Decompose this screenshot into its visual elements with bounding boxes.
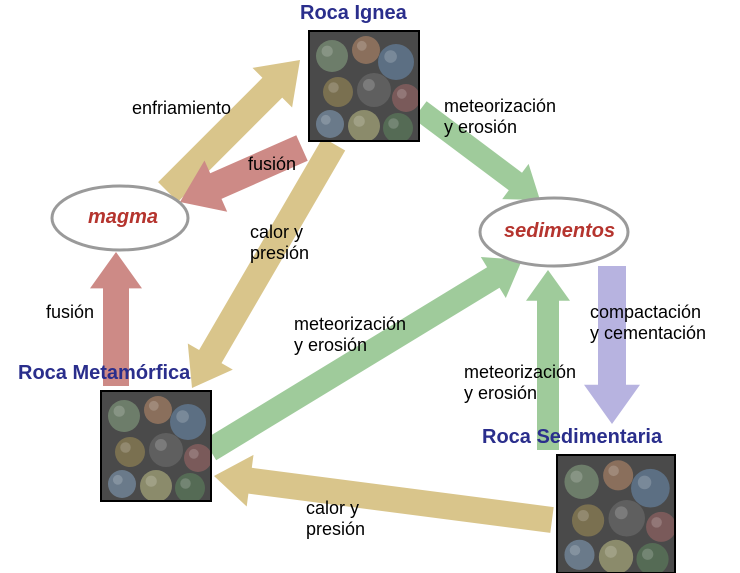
- label-calor-mid: calor y presión: [250, 222, 309, 263]
- rock-cycle-diagram: { "diagram": { "background_color": "#fff…: [0, 0, 740, 573]
- igneous-rock-image: [308, 30, 420, 142]
- sediments-label: sedimentos: [504, 220, 615, 243]
- label-compact: compactación y cementación: [590, 302, 706, 343]
- label-enfriamiento: enfriamiento: [132, 98, 231, 119]
- label-met-ero-mid: meteorización y erosión: [294, 314, 406, 355]
- label-met-ero-top: meteorización y erosión: [444, 96, 556, 137]
- metamorphic-rock-image: [100, 390, 212, 502]
- sedimentary-rock-image: [556, 454, 676, 573]
- igneous-title: Roca Ignea: [300, 2, 407, 25]
- label-calor-bot: calor y presión: [306, 498, 365, 539]
- magma-label: magma: [88, 206, 158, 229]
- label-fusion-left: fusión: [46, 302, 94, 323]
- metamorphic-title: Roca Metamórfica: [18, 362, 190, 385]
- label-met-ero-right: meteorización y erosión: [464, 362, 576, 403]
- sedimentary-title: Roca Sedimentaria: [482, 426, 662, 449]
- label-fusion-top: fusión: [248, 154, 296, 175]
